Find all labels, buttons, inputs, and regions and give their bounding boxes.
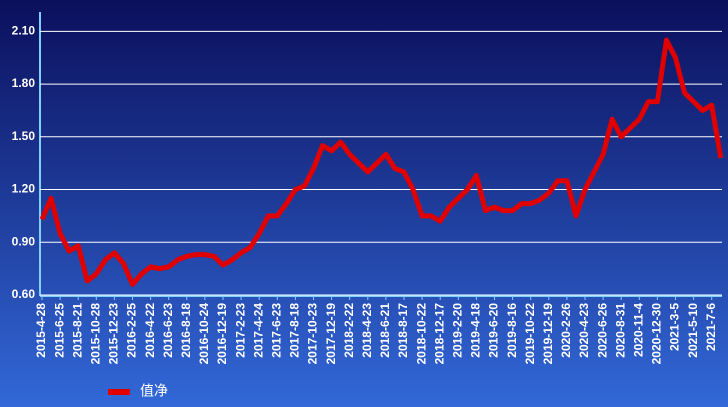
x-tick-label: 2021-3-5 (668, 303, 682, 351)
y-tick-label: 1.20 (12, 182, 36, 196)
x-tick-label: 2018-10-22 (414, 303, 428, 365)
x-tick-label: 2017-12-19 (324, 303, 338, 365)
x-tick-label: 2020-12-30 (650, 303, 664, 365)
x-tick-label: 2018-6-21 (378, 303, 392, 358)
x-tick-label: 2016-6-23 (161, 303, 175, 358)
x-tick-label: 2021-5-10 (686, 303, 700, 358)
x-tick-label: 2017-8-18 (288, 303, 302, 358)
x-tick-label: 2017-4-24 (251, 303, 265, 358)
x-tick-label: 2017-10-23 (306, 303, 320, 365)
x-tick-label: 2019-2-20 (450, 303, 464, 358)
x-tick-label: 2015-4-28 (34, 303, 48, 358)
y-tick-label: 0.90 (12, 234, 36, 248)
x-tick-label: 2020-6-26 (595, 303, 609, 358)
x-tick-label: 2017-2-23 (233, 303, 247, 358)
x-tick-label: 2015-12-23 (107, 303, 121, 365)
x-tick-label: 2020-8-31 (613, 303, 627, 358)
x-tick-label: 2017-6-23 (269, 303, 283, 358)
series-line (39, 37, 724, 287)
y-tick-label: 1.80 (12, 76, 36, 90)
x-tick-label: 2021-7-6 (704, 303, 718, 351)
x-tick-label: 2016-10-24 (197, 303, 211, 365)
x-tick-label: 2018-8-17 (396, 303, 410, 358)
y-tick-label: 1.50 (12, 129, 36, 143)
x-tick-label: 2015-6-25 (52, 303, 66, 358)
x-tick-label: 2019-12-19 (541, 303, 555, 365)
x-tick-label: 2020-11-4 (631, 303, 645, 357)
x-tick-label: 2015-8-21 (70, 303, 84, 358)
x-tick-label: 2018-12-17 (432, 303, 446, 365)
legend-label: 值净 (140, 383, 168, 399)
x-tick-label: 2016-12-19 (215, 303, 229, 365)
x-tick-label: 2018-4-23 (360, 303, 374, 358)
x-tick-label: 2016-2-25 (125, 303, 139, 358)
x-tick-label: 2018-2-22 (342, 303, 356, 358)
x-tick-label: 2016-8-18 (179, 303, 193, 358)
x-tick-label: 2020-2-26 (559, 303, 573, 358)
x-tick-label: 2019-10-22 (523, 303, 537, 365)
y-tick-label: 0.60 (12, 287, 36, 301)
x-tick-label: 2019-6-20 (487, 303, 501, 358)
x-tick-label: 2019-8-16 (505, 303, 519, 358)
y-tick-label: 2.10 (12, 24, 36, 38)
x-tick-label: 2016-4-22 (143, 303, 157, 358)
x-tick-label: 2019-4-18 (469, 303, 483, 358)
x-tick-label: 2020-4-23 (577, 303, 591, 358)
x-tick-label: 2015-10-28 (88, 303, 102, 365)
